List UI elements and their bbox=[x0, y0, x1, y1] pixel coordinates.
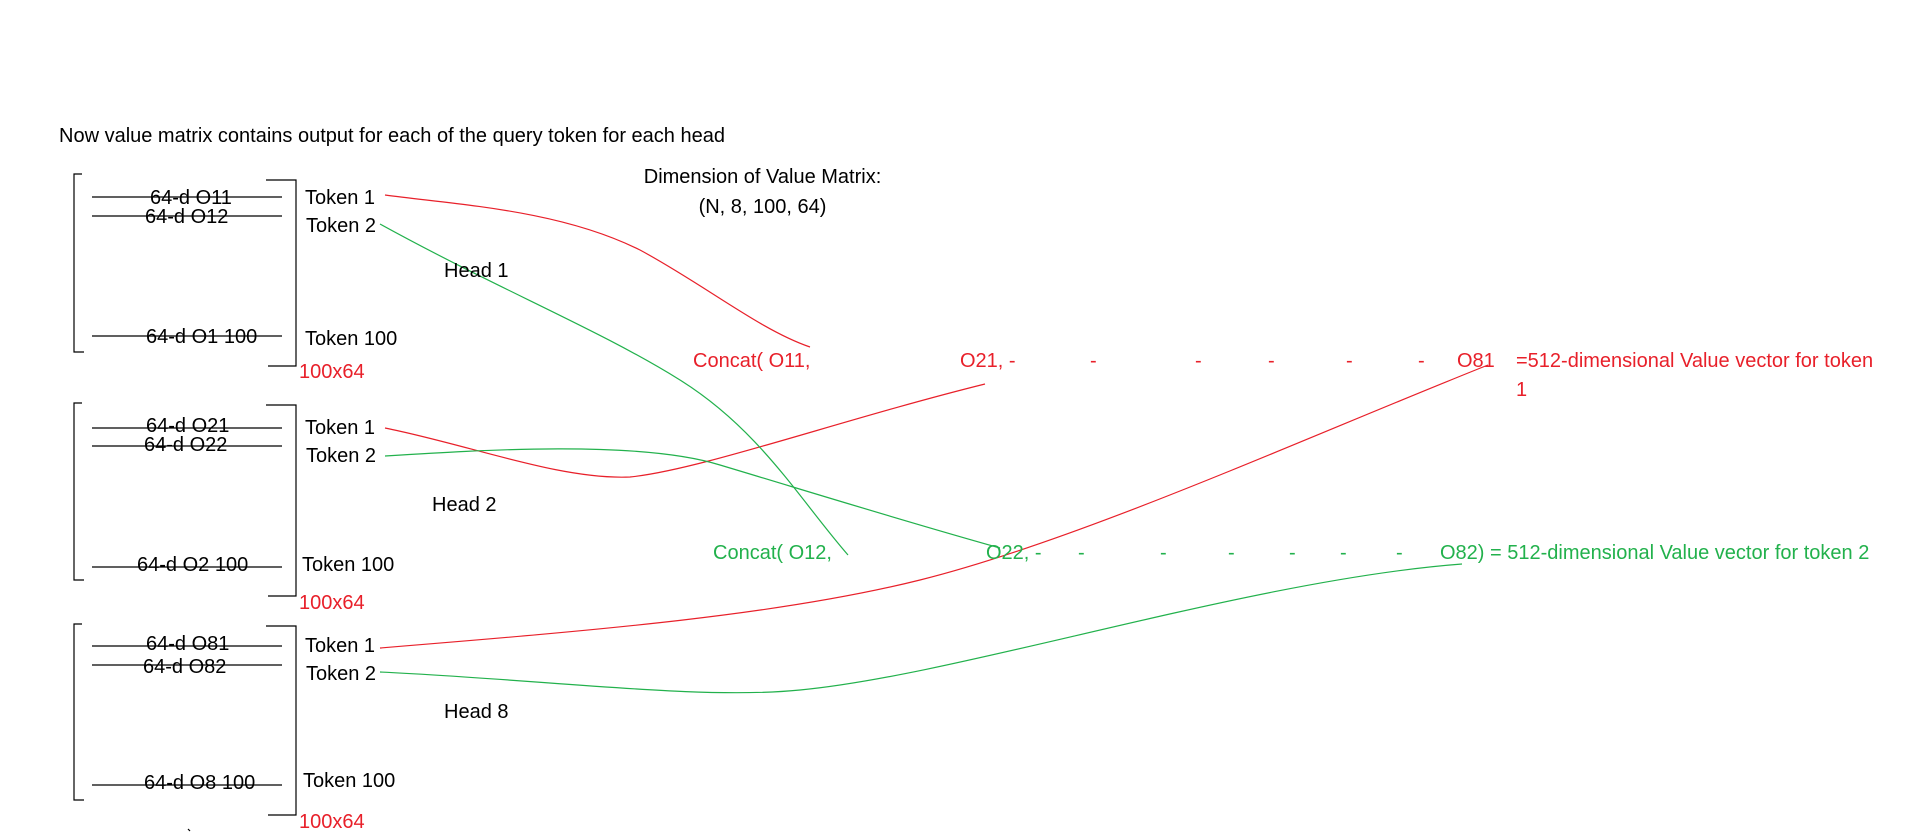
head2-label: Head 2 bbox=[432, 494, 497, 516]
head1-size-label: 100x64 bbox=[299, 361, 365, 383]
concat-token1-dash: - bbox=[1346, 350, 1353, 372]
concat-token1-dash: - bbox=[1195, 350, 1202, 372]
head2-token2-connector bbox=[384, 448, 1001, 549]
concat-token2-dash: - bbox=[1228, 542, 1235, 564]
concat-token1-mid: O21, - bbox=[960, 350, 1016, 372]
head1-row-o1-100: 64-d O1 100 bbox=[146, 326, 258, 348]
concat-token2-end: O82) = 512-dimensional Value vector for … bbox=[1440, 542, 1870, 564]
head2-size-label: 100x64 bbox=[299, 592, 365, 614]
head2-token100-label: Token 100 bbox=[302, 554, 395, 576]
concat-token1-start: Concat( O11, bbox=[693, 350, 811, 372]
concat-token1-end: O81 bbox=[1457, 350, 1495, 372]
concat-token2-mid: O22, - bbox=[986, 542, 1042, 564]
concat-token2-start: Concat( O12, bbox=[713, 542, 832, 564]
dimension-value: (N, 8, 100, 64) bbox=[698, 196, 827, 218]
head8-row-o81: 64-d O81 bbox=[146, 633, 230, 655]
head8-token1-label: Token 1 bbox=[305, 635, 376, 657]
concat-token1-result-wrap: 1 bbox=[1516, 379, 1528, 401]
dimension-label: Dimension of Value Matrix: bbox=[643, 166, 882, 188]
head8-token2-label: Token 2 bbox=[306, 663, 377, 685]
head8-token2-connector bbox=[379, 563, 1463, 694]
concat-token1-dash: - bbox=[1418, 350, 1425, 372]
head2-token2-label: Token 2 bbox=[306, 445, 377, 467]
head1-right-bracket bbox=[266, 179, 297, 367]
matrix-brackets bbox=[73, 173, 297, 832]
concat-token2-dash: - bbox=[1289, 542, 1296, 564]
head8-right-bracket bbox=[266, 625, 297, 816]
head2-token1-label: Token 1 bbox=[305, 417, 376, 439]
token2-connectors bbox=[379, 223, 1463, 694]
head1-row-o12: 64-d O12 bbox=[145, 206, 229, 228]
head2-left-bracket bbox=[73, 402, 84, 581]
concat-token1-result: =512-dimensional Value vector for token bbox=[1516, 350, 1874, 372]
concat-token2-dash: - bbox=[1340, 542, 1347, 564]
head8-token1-connector bbox=[379, 364, 1489, 649]
token1-connectors bbox=[379, 194, 1489, 649]
head8-left-bracket bbox=[73, 623, 84, 801]
concat-token1-dash: - bbox=[1268, 350, 1275, 372]
diagram-title: Now value matrix contains output for eac… bbox=[59, 125, 725, 147]
head1-token1-label: Token 1 bbox=[305, 187, 376, 209]
head8-label: Head 8 bbox=[444, 701, 509, 723]
head2-row-o2-100: 64-d O2 100 bbox=[137, 554, 249, 576]
head8-size-label: 100x64 bbox=[299, 811, 365, 833]
head8-row-o8-100: 64-d O8 100 bbox=[144, 772, 256, 794]
stray-mark bbox=[187, 828, 191, 832]
head2-row-o22: 64-d O22 bbox=[144, 434, 228, 456]
concat-token2-dash: - bbox=[1160, 542, 1167, 564]
head8-token100-label: Token 100 bbox=[303, 770, 396, 792]
concat-token2-dash: - bbox=[1396, 542, 1403, 564]
head1-row-o11: 64-d O11 bbox=[150, 187, 232, 209]
concat-token1-dash: - bbox=[1090, 350, 1097, 372]
head2-token1-connector bbox=[384, 383, 986, 478]
head1-token100-label: Token 100 bbox=[305, 328, 398, 350]
head1-left-bracket bbox=[73, 173, 84, 353]
head2-row-o21: 64-d O21 bbox=[146, 415, 230, 437]
head1-token2-label: Token 2 bbox=[306, 215, 377, 237]
head1-token1-connector bbox=[384, 194, 811, 348]
head8-row-o82: 64-d O82 bbox=[143, 656, 227, 678]
head1-token2-connector bbox=[379, 223, 849, 556]
head1-label: Head 1 bbox=[444, 260, 509, 282]
concat-token2-dash: - bbox=[1078, 542, 1085, 564]
head2-right-bracket bbox=[266, 404, 297, 597]
